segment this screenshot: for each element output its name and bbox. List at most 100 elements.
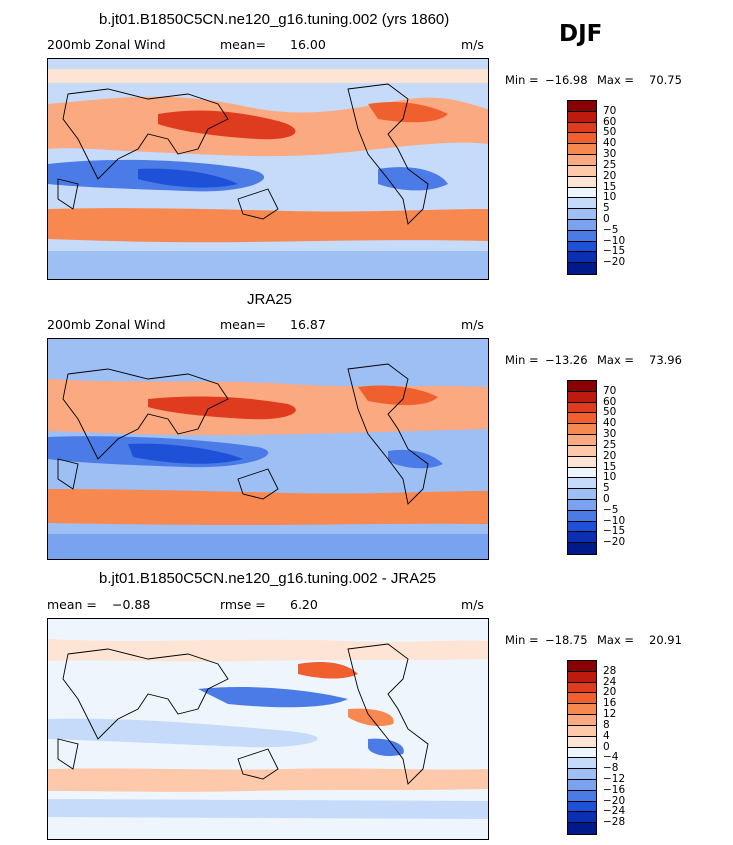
colorbar-segment	[568, 510, 596, 522]
colorbar-segment	[568, 769, 596, 780]
panel2-mean-value: 16.87	[290, 317, 326, 332]
colorbar-tick-label: 70	[603, 104, 617, 117]
panel1-map	[47, 58, 489, 280]
colorbar-segment	[568, 693, 596, 705]
colorbar-tick-label: 0	[603, 740, 610, 753]
panel1-field-label: 200mb Zonal Wind	[47, 37, 166, 52]
panel2-max-label: Max =	[597, 353, 635, 367]
colorbar-segment	[568, 790, 596, 802]
panel3-min-label: Min =	[505, 633, 539, 647]
colorbar-tick-label: 60	[603, 115, 617, 128]
panel1-min-label: Min =	[505, 73, 539, 87]
panel2-title: JRA25	[247, 291, 293, 308]
colorbar-segment	[568, 801, 596, 813]
colorbar-tick-label: 20	[603, 169, 617, 182]
colorbar-tick-label: 0	[603, 492, 610, 505]
colorbar-tick-label: 20	[603, 686, 617, 699]
colorbar-segment	[568, 467, 596, 479]
colorbar-tick-label: 10	[603, 471, 617, 484]
panel2-max-value: 73.96	[649, 353, 682, 367]
colorbar-tick-label: 40	[603, 417, 617, 430]
colorbar-tick-label: 15	[603, 460, 617, 473]
colorbar-tick-label: −28	[603, 816, 626, 829]
colorbar-tick-label: 16	[603, 697, 617, 710]
colorbar-segment	[568, 758, 596, 770]
panel2-min-value: −13.26	[545, 353, 588, 367]
colorbar-segment	[568, 489, 596, 500]
panel3-map-svg	[48, 619, 488, 839]
colorbar-tick-label: 25	[603, 158, 617, 171]
panel1-mean-value: 16.00	[290, 37, 326, 52]
colorbar-tick-label: 20	[603, 449, 617, 462]
colorbar-segment	[568, 187, 596, 199]
colorbar-tick-label: −20	[603, 794, 626, 807]
panel1-colorbar	[567, 100, 597, 275]
colorbar-segment	[568, 747, 596, 759]
colorbar-segment	[568, 661, 596, 672]
panel1-min-value: −16.98	[545, 73, 588, 87]
panel2-units: m/s	[461, 317, 484, 332]
colorbar-segment	[568, 111, 596, 123]
colorbar-segment	[568, 543, 596, 554]
panel3-rmse-value: 6.20	[290, 597, 318, 612]
colorbar-tick-label: −24	[603, 805, 626, 818]
panel1-mean-label: mean=	[220, 37, 266, 52]
panel3-max-value: 20.91	[649, 633, 682, 647]
panel3-min-value: −18.75	[545, 633, 588, 647]
panel1-units: m/s	[461, 37, 484, 52]
panel2-mean-label: mean=	[220, 317, 266, 332]
colorbar-segment	[568, 532, 596, 544]
colorbar-segment	[568, 263, 596, 274]
panel3-map	[47, 618, 489, 840]
panel3-colorbar	[567, 660, 597, 835]
colorbar-tick-label: 50	[603, 126, 617, 139]
colorbar-tick-label: −4	[603, 751, 619, 764]
colorbar-tick-label: 60	[603, 395, 617, 408]
colorbar-segment	[568, 521, 596, 533]
colorbar-segment	[568, 424, 596, 436]
colorbar-segment	[568, 478, 596, 490]
panel1-map-svg	[48, 59, 488, 279]
panel3-mean-label: mean =	[47, 597, 97, 612]
panel2-min-label: Min =	[505, 353, 539, 367]
colorbar-segment	[568, 391, 596, 403]
colorbar-segment	[568, 823, 596, 834]
colorbar-tick-label: 0	[603, 212, 610, 225]
panel3-title: b.jt01.B1850C5CN.ne120_g16.tuning.002 - …	[99, 570, 436, 587]
colorbar-tick-label: −12	[603, 772, 626, 785]
colorbar-tick-label: −20	[603, 256, 626, 269]
colorbar-tick-label: 4	[603, 729, 610, 742]
colorbar-tick-label: 28	[603, 664, 617, 677]
colorbar-segment	[568, 155, 596, 166]
colorbar-tick-label: −8	[603, 762, 619, 775]
colorbar-tick-label: −10	[603, 514, 626, 527]
colorbar-segment	[568, 682, 596, 694]
colorbar-tick-label: 70	[603, 384, 617, 397]
colorbar-segment	[568, 715, 596, 726]
colorbar-segment	[568, 725, 596, 737]
colorbar-tick-label: −10	[603, 234, 626, 247]
colorbar-segment	[568, 198, 596, 210]
colorbar-tick-label: 8	[603, 718, 610, 731]
season-label: DJF	[559, 21, 603, 47]
colorbar-segment	[568, 230, 596, 242]
colorbar-segment	[568, 499, 596, 511]
colorbar-tick-label: −16	[603, 783, 626, 796]
panel2-field-label: 200mb Zonal Wind	[47, 317, 166, 332]
colorbar-segment	[568, 144, 596, 156]
colorbar-segment	[568, 165, 596, 177]
colorbar-tick-label: 24	[603, 675, 617, 688]
colorbar-tick-label: −5	[603, 503, 619, 516]
colorbar-segment	[568, 736, 596, 748]
panel1-max-label: Max =	[597, 73, 635, 87]
colorbar-segment	[568, 445, 596, 457]
panel2-map-svg	[48, 339, 488, 559]
colorbar-tick-label: 5	[603, 482, 610, 495]
colorbar-segment	[568, 704, 596, 716]
panel3-max-label: Max =	[597, 633, 635, 647]
colorbar-segment	[568, 413, 596, 425]
panel2-colorbar	[567, 380, 597, 555]
colorbar-tick-label: 25	[603, 438, 617, 451]
colorbar-tick-label: 50	[603, 406, 617, 419]
colorbar-segment	[568, 122, 596, 134]
